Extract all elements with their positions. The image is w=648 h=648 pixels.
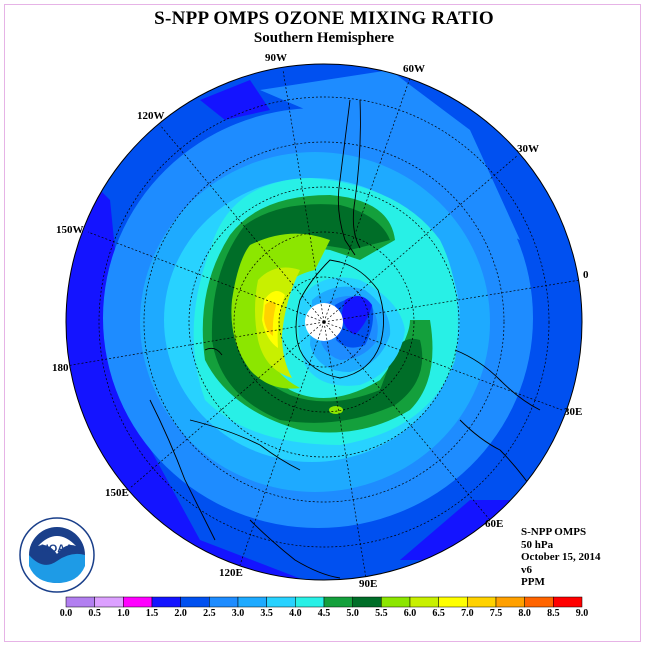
- pressure-level: 50 hPa: [521, 538, 554, 551]
- lon-label-180: 180: [52, 362, 69, 374]
- graticule: [66, 69, 581, 579]
- lon-label-60w: 60W: [403, 63, 425, 75]
- globe-outline: [65, 63, 583, 581]
- colorbar-tick-label: 3.5: [260, 608, 273, 619]
- colorbar-tick-label: 7.5: [489, 608, 503, 619]
- map-subtitle: Southern Hemisphere: [253, 30, 395, 46]
- colorbar-tick-label: 9.0: [575, 608, 589, 619]
- lon-label-90w: 90W: [265, 52, 287, 64]
- info-block: S-NPP OMPS 50 hPa October 15, 2014 v6 PP…: [521, 526, 601, 589]
- colorbar-tick-label: 2.0: [174, 608, 187, 619]
- ozone-field: [66, 64, 582, 580]
- noaa-logo: NOAA: [19, 517, 95, 593]
- colorbar-tick-label: 6.0: [403, 608, 417, 619]
- lon-label-150w: 150W: [56, 224, 84, 236]
- lon-label-150e: 150E: [105, 487, 129, 499]
- instrument-label: S-NPP OMPS: [521, 526, 587, 538]
- colorbar-tick-label: 8.5: [547, 608, 560, 619]
- units-label: PPM: [521, 576, 545, 588]
- lon-label-0: 0: [583, 269, 589, 281]
- colorbar-tick-label: 0.5: [88, 608, 101, 619]
- date-label: October 15, 2014: [521, 551, 601, 563]
- lon-label-30w: 30W: [517, 143, 539, 155]
- colorbar-tick-label: 8.0: [518, 608, 531, 619]
- lon-label-30e: 30E: [564, 406, 583, 418]
- colorbar-tick-label: 4.5: [317, 608, 331, 619]
- logo-text: NOAA: [41, 543, 73, 555]
- version-label: v6: [521, 563, 532, 576]
- colorbar-tick-label: 7.0: [461, 608, 474, 619]
- colorbar-tick-label: 5.0: [346, 608, 359, 619]
- colorbar-tick-label: 2.5: [203, 608, 216, 619]
- lon-label-90e: 90E: [359, 578, 378, 590]
- colorbar-tick-label: 0.0: [59, 608, 73, 619]
- colorbar-tick-label: 1.0: [117, 608, 130, 619]
- colorbar-tick-label: 4.0: [289, 608, 302, 619]
- map-title: S-NPP OMPS OZONE MIXING RATIO: [154, 8, 494, 29]
- colorbar-tick-label: 5.5: [375, 608, 388, 619]
- page-frame: [4, 4, 641, 642]
- lon-label-60e: 60E: [485, 518, 504, 530]
- colorbar-tick-label: 1.5: [145, 608, 159, 619]
- lon-label-120e: 120E: [219, 567, 243, 579]
- colorbar-tick-label: 3.0: [231, 608, 245, 619]
- colorbar-tick-label: 6.5: [432, 608, 445, 619]
- lon-label-120w: 120W: [137, 110, 165, 122]
